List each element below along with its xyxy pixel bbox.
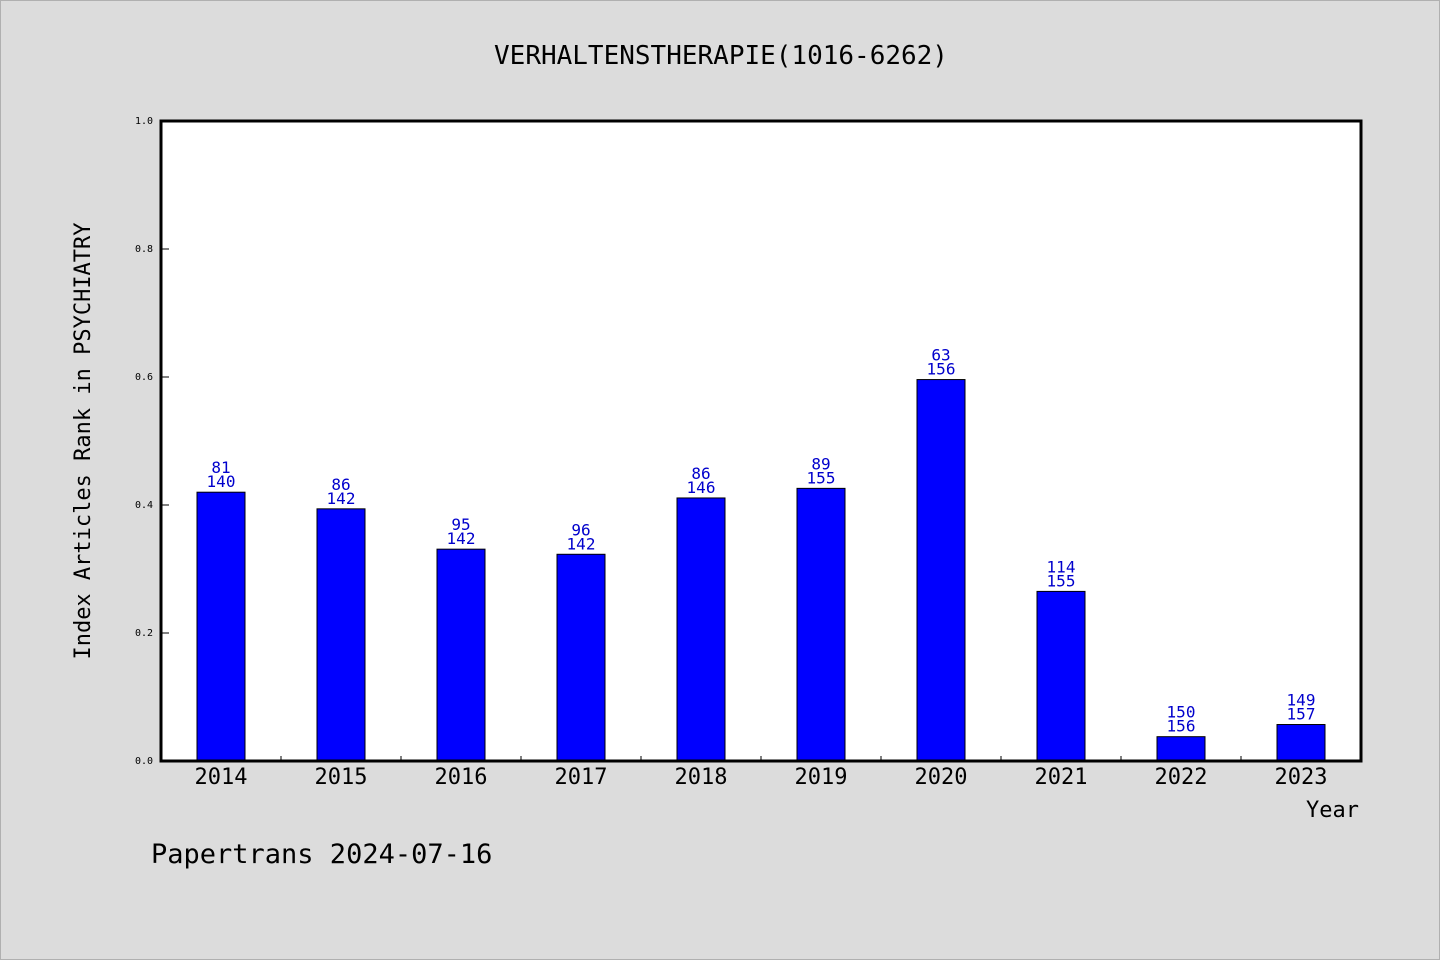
data-label-bottom-2022: 156 — [1167, 717, 1196, 736]
y-tick-label: 1.0 — [135, 116, 153, 127]
x-tick-label-2017: 2017 — [555, 765, 608, 790]
y-tick-label: 0.8 — [135, 244, 153, 255]
data-label-bottom-2015: 142 — [327, 489, 356, 508]
data-label-top-2021: 114 — [1047, 557, 1076, 576]
data-label-bottom-2021: 155 — [1047, 571, 1076, 590]
data-label-top-2018: 86 — [691, 464, 710, 483]
x-tick-label-2014: 2014 — [195, 765, 248, 790]
bar-2023 — [1276, 724, 1326, 762]
data-label-bottom-2023: 157 — [1287, 705, 1316, 724]
x-tick-label-2023: 2023 — [1275, 765, 1328, 790]
y-tick-label: 0.6 — [135, 372, 153, 383]
data-label-top-2020: 63 — [931, 346, 950, 365]
chart-title: VERHALTENSTHERAPIE(1016-6262) — [494, 41, 948, 71]
x-tick-label-2015: 2015 — [315, 765, 368, 790]
x-tick-label-2022: 2022 — [1155, 765, 1208, 790]
footer-text: Papertrans 2024-07-16 — [151, 839, 492, 870]
plot-border — [159, 119, 1363, 763]
data-label-top-2019: 89 — [811, 454, 830, 473]
data-label-top-2015: 86 — [331, 475, 350, 494]
y-tick-label: 0.0 — [135, 756, 153, 767]
x-axis-label: Year — [1306, 798, 1359, 823]
data-label-top-2016: 95 — [451, 515, 470, 534]
bar-2021 — [1036, 590, 1086, 762]
data-label-bottom-2014: 140 — [207, 472, 236, 491]
x-tick-label-2019: 2019 — [795, 765, 848, 790]
x-tick-label-2020: 2020 — [915, 765, 968, 790]
bar-2014 — [196, 491, 246, 762]
bars-group — [196, 379, 1326, 762]
x-tick-label-2018: 2018 — [675, 765, 728, 790]
y-tick-label: 0.4 — [135, 500, 153, 511]
data-label-top-2023: 149 — [1287, 691, 1316, 710]
bar-2017 — [556, 553, 606, 762]
data-label-top-2017: 96 — [571, 520, 590, 539]
bar-2018 — [676, 497, 726, 762]
x-ticks-group: 2014 2015 2016 2017 2018 2019 2020 2021 2022 2023 — [195, 756, 1328, 790]
bar-2015 — [316, 508, 366, 762]
y-axis-label: Index Articles Rank in PSYCHIATRY — [71, 222, 96, 659]
x-tick-label-2016: 2016 — [435, 765, 488, 790]
bar-2022 — [1156, 736, 1206, 762]
data-label-top-2014: 81 — [211, 458, 230, 477]
data-label-bottom-2019: 155 — [807, 468, 836, 487]
y-tick-label: 0.2 — [135, 628, 153, 639]
data-label-bottom-2018: 146 — [687, 478, 716, 497]
data-label-top-2022: 150 — [1167, 703, 1196, 722]
bar-2019 — [796, 487, 846, 762]
x-tick-label-2021: 2021 — [1035, 765, 1088, 790]
bar-2016 — [436, 548, 486, 762]
bar-2020 — [916, 379, 966, 762]
data-label-bottom-2016: 142 — [447, 529, 476, 548]
data-label-bottom-2020: 156 — [927, 360, 956, 379]
data-label-bottom-2017: 142 — [567, 534, 596, 553]
